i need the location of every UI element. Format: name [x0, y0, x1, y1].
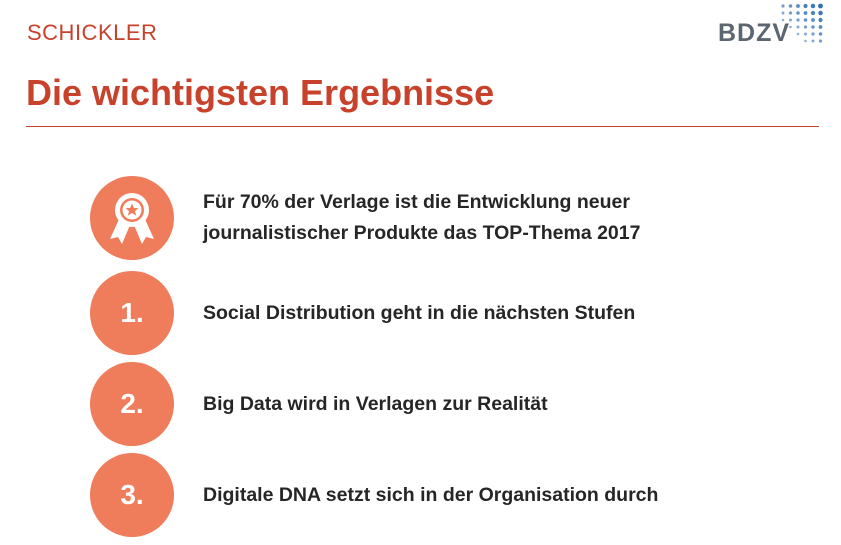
result-text-line-2: journalistischer Produkte das TOP-Thema …	[203, 222, 641, 244]
result-item-1: 1. Social Distribution geht in die nächs…	[90, 271, 810, 361]
result-text-2: Big Data wird in Verlagen zur Realität	[203, 392, 548, 415]
result-item-2: 2. Big Data wird in Verlagen zur Realitä…	[90, 362, 810, 452]
number-badge-3: 3.	[90, 453, 174, 537]
schickler-logo: SCHICKLER	[27, 20, 158, 45]
bdzv-dots-logo-icon	[781, 3, 823, 43]
number-badge-2: 2.	[90, 362, 174, 446]
award-ribbon-icon	[110, 193, 154, 244]
award-circle	[90, 176, 174, 260]
result-text-line-1: Für 70% der Verlage ist die Entwicklung …	[203, 191, 630, 213]
title-divider	[26, 126, 819, 127]
result-text-award: Für 70% der Verlage ist die Entwicklung …	[203, 176, 803, 260]
result-item-award: Für 70% der Verlage ist die Entwicklung …	[90, 176, 810, 266]
page-title: Die wichtigsten Ergebnisse	[26, 72, 495, 113]
result-item-3: 3. Digitale DNA setzt sich in der Organi…	[90, 453, 810, 543]
bdzv-logo: BDZV	[718, 19, 791, 47]
result-text-1: Social Distribution geht in die nächsten…	[203, 301, 636, 324]
number-badge-1: 1.	[90, 271, 174, 355]
result-text-3: Digitale DNA setzt sich in der Organisat…	[203, 483, 659, 506]
